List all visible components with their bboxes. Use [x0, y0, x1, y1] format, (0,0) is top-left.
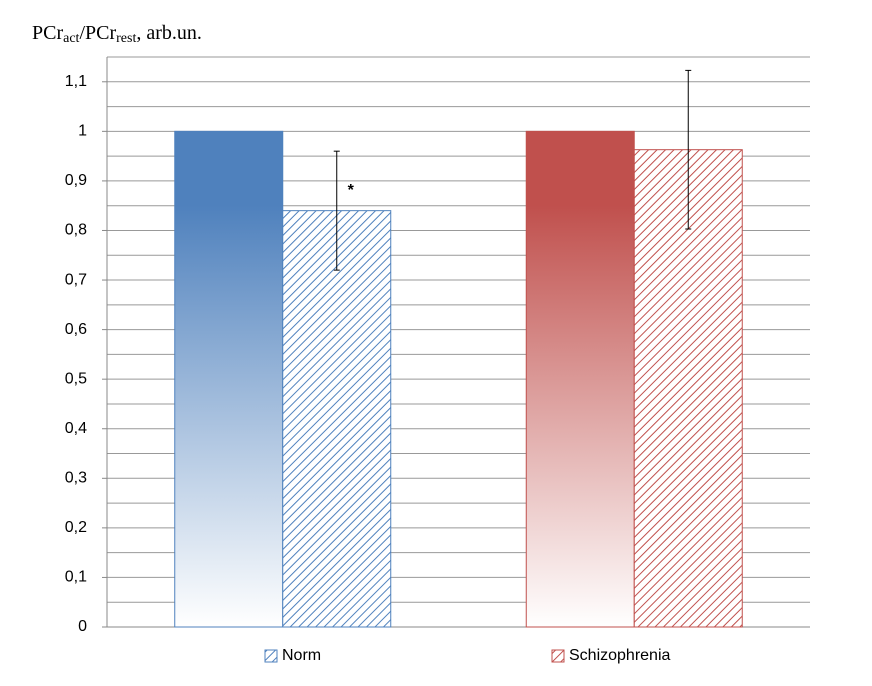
- y-tick-label: 0,1: [65, 569, 87, 586]
- y-label-part: PCr: [32, 22, 63, 44]
- y-tick-label: 0,9: [65, 172, 87, 189]
- y-label-part: rest: [116, 31, 136, 46]
- legend-swatch: [551, 649, 565, 663]
- y-tick-label: 1,1: [65, 73, 87, 90]
- y-tick-label: 0,2: [65, 519, 87, 536]
- y-label-part: , arb.un.: [136, 22, 202, 44]
- y-tick-label: 0,3: [65, 470, 87, 487]
- y-tick-label: 0,8: [65, 222, 87, 239]
- bar: [525, 130, 635, 628]
- legend-swatch: [264, 649, 278, 663]
- y-label-part: /PCr: [79, 22, 116, 44]
- y-tick-label: 0: [78, 618, 87, 635]
- y-tick-label: 0,6: [65, 321, 87, 338]
- bar: [174, 130, 284, 628]
- y-tick-label: 1: [78, 123, 87, 140]
- y-axis-label: PCract/PCrrest, arb.un.: [32, 22, 202, 47]
- y-tick-label: 0,5: [65, 370, 87, 387]
- legend-label: Schizophrenia: [569, 647, 671, 664]
- annotation: *: [348, 182, 355, 199]
- bar: [282, 210, 392, 628]
- legend-label: Norm: [282, 647, 321, 664]
- y-tick-label: 0,4: [65, 420, 87, 437]
- y-tick-label: 0,7: [65, 271, 87, 288]
- y-label-part: act: [63, 31, 79, 46]
